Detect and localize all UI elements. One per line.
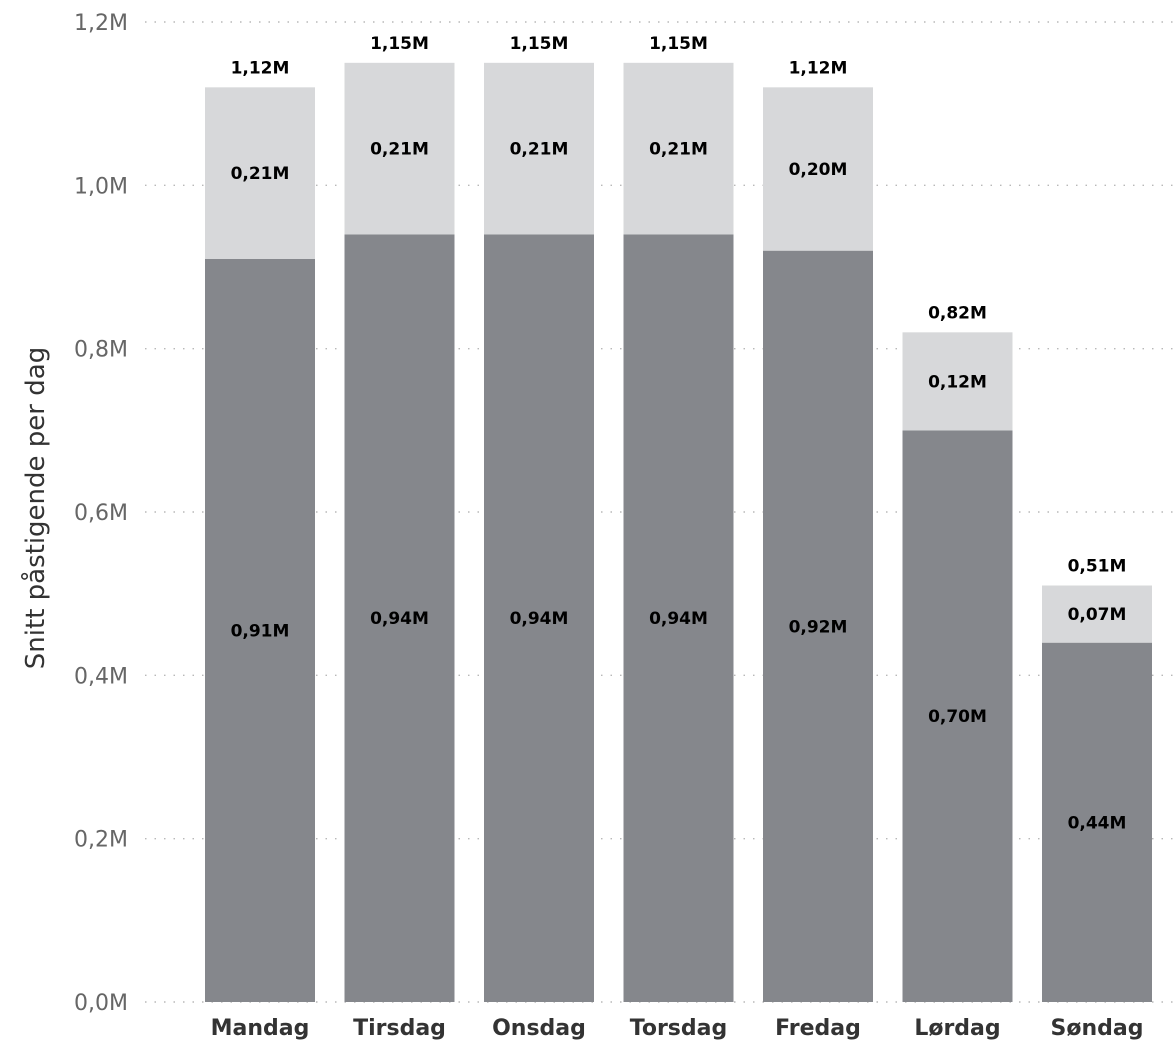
y-tick-label: 0,8M — [74, 338, 128, 363]
total-value-label: 1,12M — [789, 58, 848, 78]
bar-segment — [763, 87, 873, 251]
bar-segment — [1042, 585, 1152, 643]
bar-segment — [205, 258, 315, 1002]
segment-value-label: 0,94M — [649, 609, 708, 629]
segment-value-label: 0,21M — [231, 164, 290, 184]
bar-segment — [902, 430, 1013, 1002]
y-tick-label: 0,2M — [74, 828, 128, 853]
total-value-label: 1,15M — [649, 34, 708, 54]
segment-value-label: 0,94M — [370, 609, 429, 629]
y-axis-ticks: 0,0M 0,2M 0,4M 0,6M 0,8M 1,0M 1,2M — [74, 11, 128, 1016]
x-tick-label: Søndag — [1051, 1016, 1144, 1041]
y-tick-label: 0,6M — [74, 501, 128, 526]
y-axis-label: Snitt påstigende per dag — [20, 347, 51, 669]
total-value-label: 0,82M — [928, 303, 987, 323]
x-axis-ticks: Mandag Tirsdag Onsdag Torsdag Fredag Lørdag Sø… — [211, 1016, 1144, 1041]
bar-segment — [763, 250, 873, 1002]
total-value-label: 0,51M — [1068, 557, 1127, 577]
y-tick-label: 1,0M — [74, 174, 128, 199]
segment-value-label: 0,20M — [789, 160, 848, 180]
segment-value-label: 0,21M — [370, 140, 429, 160]
y-tick-label: 1,2M — [74, 11, 128, 36]
segment-value-label: 0,21M — [649, 140, 708, 160]
x-tick-label: Onsdag — [492, 1016, 586, 1041]
segment-value-label: 0,92M — [789, 617, 848, 637]
bar-segment — [484, 234, 594, 1003]
segment-value-label: 0,12M — [928, 372, 987, 392]
bar-segment — [205, 87, 315, 259]
data-labels: 0,91M 0,21M 1,12M 0,94M 0,21M 1,15M 0,94M 0,21M… — [231, 34, 1127, 833]
x-tick-label: Fredag — [775, 1016, 861, 1041]
segment-value-label: 0,91M — [231, 621, 290, 641]
bars — [205, 62, 1152, 1003]
x-tick-label: Torsdag — [630, 1016, 728, 1041]
segment-value-label: 0,44M — [1068, 813, 1127, 833]
total-value-label: 1,15M — [510, 34, 569, 54]
x-tick-label: Mandag — [211, 1016, 310, 1041]
bar-segment — [344, 62, 455, 235]
bar-segment — [484, 62, 594, 235]
x-tick-label: Tirsdag — [353, 1016, 446, 1041]
segment-value-label: 0,70M — [928, 707, 987, 727]
y-tick-label: 0,0M — [74, 991, 128, 1016]
y-tick-label: 0,4M — [74, 664, 128, 689]
total-value-label: 1,12M — [231, 58, 290, 78]
total-value-label: 1,15M — [370, 34, 429, 54]
bar-segment — [902, 332, 1013, 431]
segment-value-label: 0,21M — [510, 140, 569, 160]
segment-value-label: 0,07M — [1068, 605, 1127, 625]
segment-value-label: 0,94M — [510, 609, 569, 629]
bar-segment — [344, 234, 455, 1003]
bar-segment — [623, 62, 734, 235]
bar-segment — [1042, 642, 1152, 1002]
bar-segment — [623, 234, 734, 1003]
x-tick-label: Lørdag — [914, 1016, 1000, 1041]
